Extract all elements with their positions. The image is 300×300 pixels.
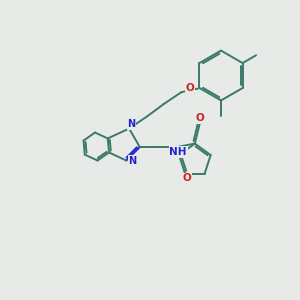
Text: O: O: [196, 113, 204, 123]
Text: O: O: [182, 173, 191, 184]
Text: N: N: [128, 156, 136, 166]
Text: O: O: [185, 83, 194, 93]
Text: N: N: [128, 119, 136, 129]
Text: NH: NH: [169, 147, 187, 157]
